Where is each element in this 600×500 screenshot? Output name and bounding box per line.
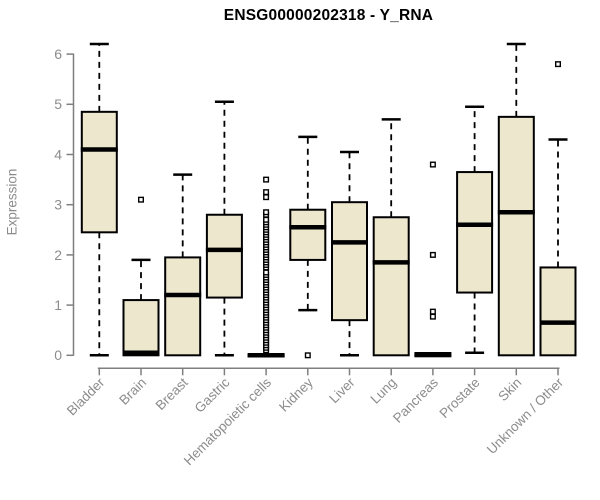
boxplot-hematopoietic-cells <box>247 176 285 358</box>
boxplot-brain <box>122 196 160 357</box>
x-category-label-skin: Skin <box>495 375 524 404</box>
y-tick-label-6: 6 <box>54 46 62 62</box>
y-tick-label-5: 5 <box>54 96 62 112</box>
iqr-box <box>539 266 577 357</box>
boxplot-kidney <box>289 135 327 359</box>
y-tick-label-3: 3 <box>54 197 62 213</box>
boxplot-pancreas <box>414 161 452 358</box>
boxplot-unknown-other <box>539 61 577 357</box>
y-tick-label-4: 4 <box>54 146 62 162</box>
outlier-point <box>263 194 270 201</box>
boxplot-gastric <box>205 100 243 357</box>
iqr-box <box>205 213 243 299</box>
iqr-box <box>289 208 327 261</box>
chart-title: ENSG00000202318 - Y_RNA <box>223 7 434 24</box>
x-category-label-bladder: Bladder <box>64 374 108 418</box>
outlier-point <box>263 189 270 196</box>
boxplot-liver <box>331 150 368 357</box>
y-tick-label-0: 0 <box>54 347 62 363</box>
boxplot-bladder <box>80 42 118 357</box>
iqr-box <box>331 201 368 322</box>
outlier-point <box>429 251 436 258</box>
outlier-point <box>263 269 270 276</box>
x-category-label-liver: Liver <box>326 374 358 406</box>
x-category-label-unknown-other: Unknown / Other <box>484 374 567 457</box>
x-category-label-kidney: Kidney <box>276 375 316 415</box>
y-tick-label-1: 1 <box>54 297 62 313</box>
boxplot-breast <box>164 173 202 357</box>
x-category-label-breast: Breast <box>153 375 191 413</box>
outlier-point <box>429 308 436 315</box>
iqr-box <box>80 110 118 234</box>
x-category-label-brain: Brain <box>116 375 149 408</box>
iqr-box <box>164 256 202 357</box>
boxplot-skin <box>497 42 535 357</box>
boxplot-lung <box>372 118 410 357</box>
x-category-label-prostate: Prostate <box>437 375 483 421</box>
boxplot-prostate <box>456 105 494 355</box>
x-category-label-gastric: Gastric <box>192 375 233 416</box>
outlier-point <box>304 352 311 359</box>
outlier-point <box>263 209 270 216</box>
outlier-point <box>429 313 436 320</box>
outlier-point <box>263 216 270 223</box>
iqr-box <box>497 115 535 357</box>
x-category-label-pancreas: Pancreas <box>390 375 441 426</box>
iqr-box <box>456 171 494 294</box>
outlier-point <box>137 196 144 203</box>
outlier-point <box>555 61 562 68</box>
outlier-point <box>263 176 270 183</box>
iqr-box <box>122 299 160 357</box>
outlier-point <box>429 161 436 168</box>
iqr-box <box>372 216 410 357</box>
x-category-label-lung: Lung <box>367 375 399 407</box>
y-tick-label-2: 2 <box>54 247 62 263</box>
